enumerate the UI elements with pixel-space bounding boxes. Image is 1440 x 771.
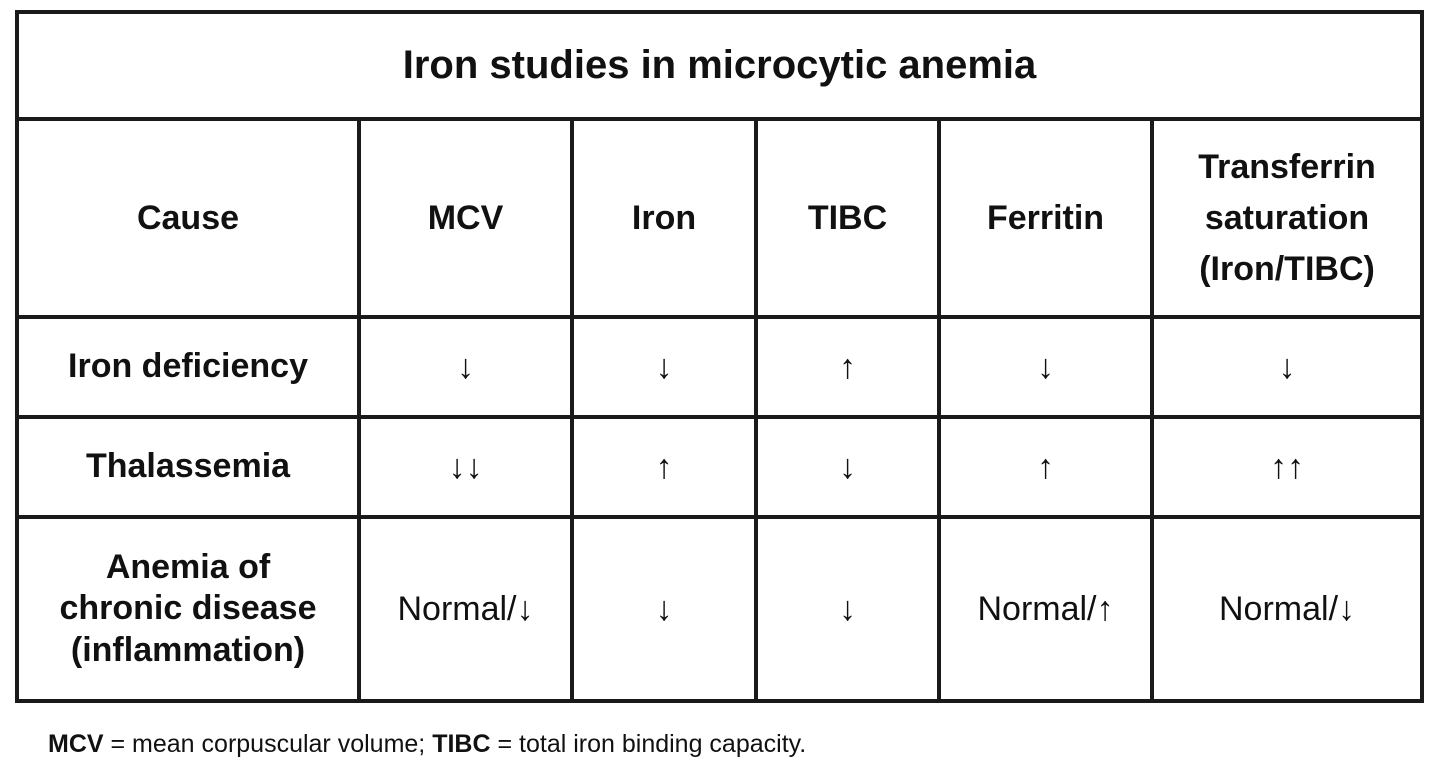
title-row: Iron studies in microcytic anemia xyxy=(14,10,1425,121)
row-label-thalassemia: Thalassemia xyxy=(15,415,361,519)
cell-transferrin-saturation: ↑↑ xyxy=(1149,415,1425,519)
cell-iron: ↓ xyxy=(570,515,758,703)
header-mcv: MCV xyxy=(357,117,574,319)
cell-tibc: ↓ xyxy=(754,515,941,703)
header-text: Transferrin xyxy=(1198,147,1376,186)
footnote-def-tibc: = total iron binding capacity. xyxy=(490,730,807,758)
cell-ferritin: ↑ xyxy=(937,415,1154,519)
header-transferrin-saturation: Transferrin saturation (Iron/TIBC) xyxy=(1149,117,1425,319)
cell-mcv: ↓↓ xyxy=(357,415,574,519)
cell-ferritin: Normal/↑ xyxy=(937,515,1154,703)
cell-ferritin: ↓ xyxy=(937,315,1154,419)
cell-iron: ↑ xyxy=(570,415,758,519)
iron-studies-table-wrapper: Iron studies in microcytic anemia Cause … xyxy=(14,10,1425,703)
cell-tibc: ↑ xyxy=(754,315,941,419)
footnote-def-mcv: = mean corpuscular volume; xyxy=(103,730,433,758)
cell-mcv: Normal/↓ xyxy=(357,515,574,703)
footnote: MCV = mean corpuscular volume; TIBC = to… xyxy=(48,730,806,759)
header-text: Ferritin xyxy=(986,198,1105,237)
table-row-anemia-chronic-disease: Anemia of chronic disease (inflammation)… xyxy=(15,515,1425,703)
cell-mcv: ↓ xyxy=(357,315,574,419)
header-iron: Iron xyxy=(570,117,758,319)
header-ferritin: Ferritin xyxy=(937,117,1154,319)
header-tibc: TIBC xyxy=(754,117,941,319)
header-text: Iron xyxy=(631,198,697,237)
header-text: saturation xyxy=(1204,198,1370,237)
row-label-text: Thalassemia xyxy=(85,447,291,486)
cell-transferrin-saturation: Normal/↓ xyxy=(1149,515,1425,703)
footnote-abbr-tibc: TIBC xyxy=(432,730,491,758)
iron-studies-table: Iron studies in microcytic anemia Cause … xyxy=(14,10,1425,703)
row-label-text: (inflammation) xyxy=(70,630,306,669)
cell-transferrin-saturation: ↓ xyxy=(1149,315,1425,419)
footnote-abbr-mcv: MCV xyxy=(48,730,104,758)
header-row: Cause MCV Iron TIBC Ferritin Transferrin… xyxy=(15,117,1425,319)
cell-tibc: ↓ xyxy=(754,415,941,519)
header-text: Cause xyxy=(136,198,240,237)
header-text: MCV xyxy=(427,198,504,237)
header-text: (Iron/TIBC) xyxy=(1199,249,1375,288)
row-label-text: Anemia of xyxy=(105,547,271,586)
row-label-text: chronic disease xyxy=(59,589,317,628)
row-label-anemia-chronic-disease: Anemia of chronic disease (inflammation) xyxy=(15,515,361,703)
row-label-text: Iron deficiency xyxy=(68,347,308,386)
cell-iron: ↓ xyxy=(570,315,758,419)
table-title: Iron studies in microcytic anemia xyxy=(14,10,1425,121)
header-text: TIBC xyxy=(807,198,888,237)
table-row-iron-deficiency: Iron deficiency ↓ ↓ ↑ ↓ ↓ xyxy=(15,315,1425,419)
header-cause: Cause xyxy=(15,117,361,319)
table-row-thalassemia: Thalassemia ↓↓ ↑ ↓ ↑ ↑↑ xyxy=(15,415,1425,519)
row-label-iron-deficiency: Iron deficiency xyxy=(15,315,361,419)
